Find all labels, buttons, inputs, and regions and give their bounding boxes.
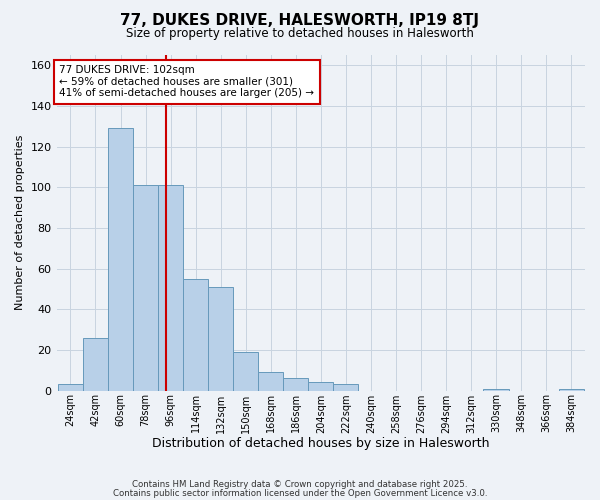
Y-axis label: Number of detached properties: Number of detached properties: [15, 135, 25, 310]
Bar: [83, 338, 108, 390]
Text: Contains public sector information licensed under the Open Government Licence v3: Contains public sector information licen…: [113, 488, 487, 498]
Bar: [208, 287, 233, 391]
Text: 77, DUKES DRIVE, HALESWORTH, IP19 8TJ: 77, DUKES DRIVE, HALESWORTH, IP19 8TJ: [121, 12, 479, 28]
Bar: [108, 128, 133, 390]
Bar: [308, 382, 333, 390]
Text: Size of property relative to detached houses in Halesworth: Size of property relative to detached ho…: [126, 28, 474, 40]
Bar: [283, 378, 308, 390]
X-axis label: Distribution of detached houses by size in Halesworth: Distribution of detached houses by size …: [152, 437, 490, 450]
Bar: [158, 185, 183, 390]
Bar: [58, 384, 83, 390]
Bar: [559, 388, 584, 390]
Bar: [133, 185, 158, 390]
Text: Contains HM Land Registry data © Crown copyright and database right 2025.: Contains HM Land Registry data © Crown c…: [132, 480, 468, 489]
Text: 77 DUKES DRIVE: 102sqm
← 59% of detached houses are smaller (301)
41% of semi-de: 77 DUKES DRIVE: 102sqm ← 59% of detached…: [59, 65, 314, 98]
Bar: [333, 384, 358, 390]
Bar: [183, 278, 208, 390]
Bar: [258, 372, 283, 390]
Bar: [484, 388, 509, 390]
Bar: [233, 352, 258, 391]
